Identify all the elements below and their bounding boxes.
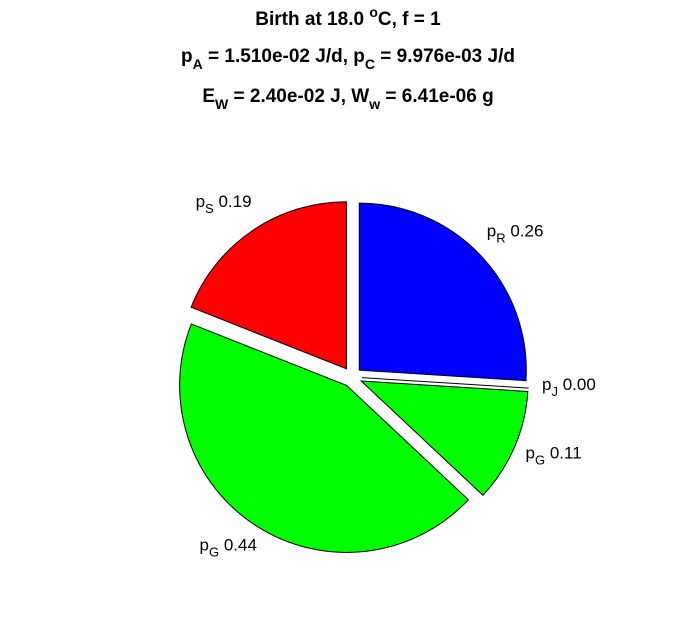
- slice-label: pG 0.44: [200, 535, 257, 559]
- label-sub: J: [551, 384, 558, 399]
- chart-title-line: pA = 1.510e-02 J/d, pC = 9.976e-03 J/d: [181, 46, 515, 72]
- label-main: p: [487, 221, 496, 240]
- label-main: p: [526, 444, 535, 463]
- text-part: E: [202, 86, 215, 107]
- label-main: p: [196, 192, 205, 211]
- pie-slice: [190, 201, 347, 370]
- slice-label: pG 0.11: [526, 444, 582, 468]
- text-part: = 1.510e-02 J/d, p: [203, 46, 365, 67]
- label-main: p: [542, 375, 551, 394]
- text-part: = 6.41e-06 g: [380, 86, 494, 107]
- supscript: o: [369, 4, 378, 20]
- pie-slice: [359, 380, 529, 496]
- label-sub: G: [209, 544, 219, 559]
- value-label: 0.44: [224, 535, 257, 554]
- text-part: = 9.976e-03 J/d: [375, 46, 515, 67]
- text-part: p: [181, 46, 193, 67]
- slice-label: pJ 0.00: [542, 375, 596, 399]
- text-part: C, f = 1: [378, 9, 441, 30]
- text-part: = 2.40e-02 J, W: [228, 86, 369, 107]
- text-part: Birth at 18.0: [255, 9, 369, 30]
- slice-label: pS 0.19: [196, 192, 252, 216]
- value-label: 0.00: [563, 375, 596, 394]
- chart-title-line: Birth at 18.0 oC, f = 1: [255, 4, 441, 30]
- label-sub: R: [496, 230, 505, 245]
- value-label: 0.19: [218, 192, 251, 211]
- subscript: A: [193, 56, 203, 72]
- label-sub: G: [535, 453, 545, 468]
- subscript: C: [365, 56, 375, 72]
- value-label: 0.26: [510, 221, 543, 240]
- subscript: w: [368, 96, 380, 112]
- label-sub: S: [205, 201, 214, 216]
- chart-title-line: EW = 2.40e-02 J, Ww = 6.41e-06 g: [202, 86, 493, 112]
- slice-label: pR 0.26: [487, 221, 544, 245]
- label-main: p: [200, 535, 209, 554]
- subscript: W: [215, 96, 229, 112]
- value-label: 0.11: [550, 444, 582, 463]
- pie-slice: [179, 323, 470, 553]
- pie-slice: [358, 202, 527, 382]
